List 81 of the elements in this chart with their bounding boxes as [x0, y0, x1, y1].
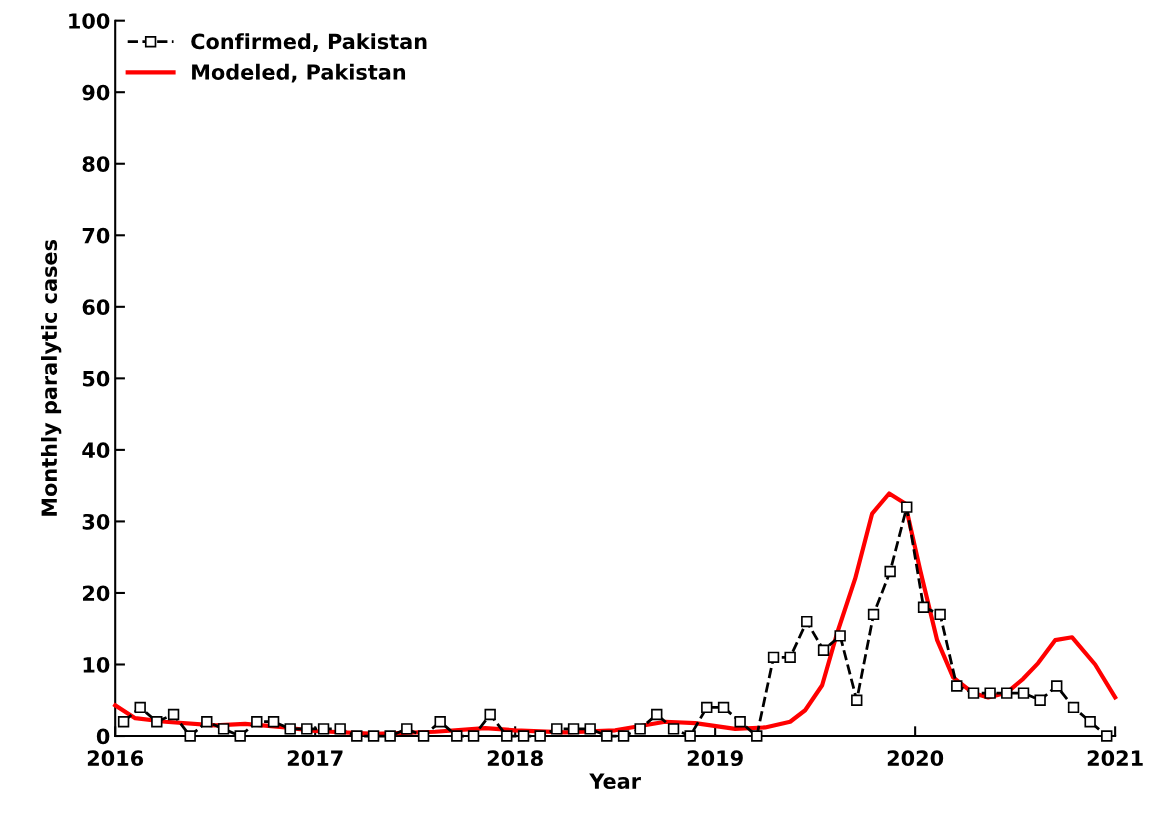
y-tick-label: 100 [69, 13, 110, 29]
point [651, 708, 663, 721]
point [684, 730, 696, 742]
point [784, 651, 796, 664]
point [701, 701, 713, 714]
x-tick-label: 2020 [887, 750, 944, 767]
point [434, 716, 446, 728]
point [267, 716, 280, 728]
point [217, 723, 230, 735]
point [117, 716, 130, 728]
point [951, 680, 963, 692]
point [467, 730, 480, 742]
point [401, 723, 413, 735]
point [634, 723, 646, 735]
point [417, 730, 430, 742]
point [151, 716, 163, 728]
point [517, 730, 530, 742]
y-tick-label: 70 [82, 227, 110, 244]
point [817, 644, 830, 656]
point [917, 601, 930, 613]
point [184, 730, 196, 742]
y-tick-label: 90 [82, 84, 110, 101]
point [351, 730, 363, 742]
point [1017, 687, 1030, 699]
x-axis-title: Year [589, 773, 641, 789]
y-tick-label: 40 [82, 442, 110, 459]
point [867, 608, 880, 621]
y-tick-label: 80 [82, 156, 110, 172]
y-tick-label: 20 [83, 585, 110, 602]
point [1067, 701, 1080, 714]
point [384, 730, 396, 742]
x-tick-label: 2016 [87, 750, 144, 767]
point [801, 615, 813, 628]
point [317, 723, 330, 735]
y-tick-label: 60 [82, 299, 110, 316]
point [767, 651, 780, 664]
point [484, 708, 496, 721]
y-tick-label: 10 [83, 656, 110, 673]
point [134, 701, 146, 714]
point [734, 716, 746, 728]
point [617, 730, 630, 742]
point [601, 730, 613, 742]
y-axis-title: Monthly paralytic cases [40, 239, 62, 516]
y-tick-label: 0 [96, 728, 110, 745]
point [334, 723, 346, 735]
legend-label: Confirmed, Pakistan [191, 33, 427, 52]
point [451, 730, 463, 742]
point [1101, 730, 1113, 742]
x-tick-label: 2017 [287, 750, 343, 767]
point [1084, 716, 1096, 728]
point [551, 723, 563, 735]
point [567, 723, 580, 735]
point [717, 701, 730, 714]
point [1034, 694, 1046, 706]
point [234, 730, 246, 742]
y-tick-label: 30 [82, 513, 110, 530]
point [884, 565, 896, 578]
point [584, 723, 596, 735]
point [851, 694, 863, 706]
point [251, 716, 263, 728]
point [284, 723, 296, 735]
point [984, 687, 996, 699]
point [834, 630, 846, 642]
point [934, 608, 946, 621]
point [901, 501, 913, 513]
point [534, 730, 546, 742]
x-tick-label: 2019 [687, 750, 743, 767]
point [167, 708, 180, 721]
point [1051, 680, 1063, 692]
legend-label: Modeled, Pakistan [192, 63, 406, 83]
x-tick-label: 2018 [487, 750, 543, 767]
x-tick-label: 2021 [1087, 750, 1143, 767]
point [967, 687, 980, 699]
point [667, 723, 680, 735]
point [201, 716, 213, 728]
point [1001, 687, 1013, 699]
point [501, 730, 513, 742]
point [301, 723, 313, 735]
y-tick-label: 50 [82, 370, 110, 387]
point [751, 730, 763, 742]
point [367, 730, 380, 742]
